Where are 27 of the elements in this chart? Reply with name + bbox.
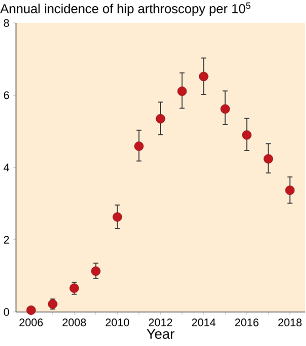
x-tick-label: 2014 bbox=[192, 318, 216, 326]
chart-title: Annual incidence of hip arthroscopy per 10$^{5}$ bbox=[0, 2, 250, 16]
point bbox=[177, 86, 187, 96]
point bbox=[112, 212, 122, 222]
point bbox=[134, 141, 144, 151]
y-tick-label: 8 bbox=[4, 19, 9, 27]
y-tick-label: 4 bbox=[4, 164, 10, 172]
x-tick-label: 2018 bbox=[278, 318, 302, 326]
point bbox=[285, 186, 295, 195]
x-tick-label: 2010 bbox=[106, 318, 130, 326]
point bbox=[156, 114, 166, 124]
y-tick-label: 6 bbox=[4, 91, 9, 100]
point bbox=[220, 104, 230, 114]
point bbox=[242, 130, 252, 140]
point bbox=[91, 266, 100, 276]
y-tick-label: 0 bbox=[4, 308, 10, 316]
point bbox=[48, 299, 58, 309]
x-axis-title: Year bbox=[146, 329, 174, 339]
x-tick-label: 2012 bbox=[148, 318, 172, 326]
point bbox=[264, 154, 274, 164]
y-tick-label: 2 bbox=[4, 236, 9, 244]
x-tick-label: 2006 bbox=[19, 318, 43, 326]
point bbox=[198, 72, 208, 82]
point bbox=[26, 305, 36, 315]
point bbox=[70, 283, 79, 293]
x-tick-label: 2008 bbox=[62, 318, 86, 326]
x-tick-label: 2016 bbox=[235, 318, 258, 326]
